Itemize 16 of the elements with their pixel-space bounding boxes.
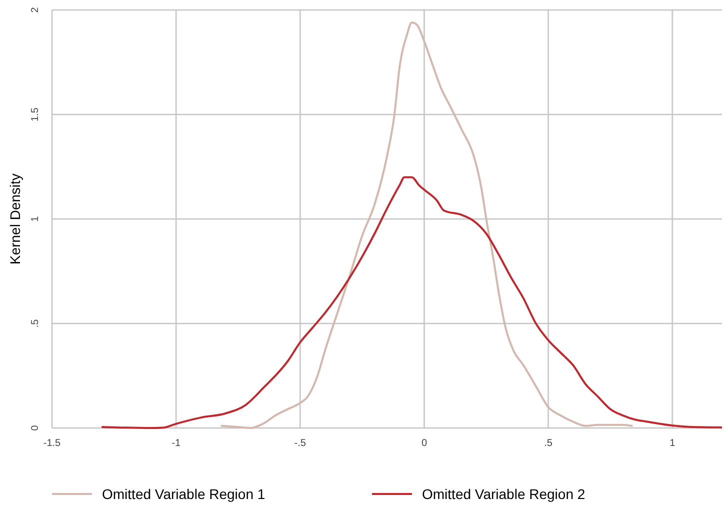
x-tick-label: -1.5 — [43, 438, 62, 449]
x-tick-label: -1 — [172, 438, 181, 449]
line-series — [220, 22, 634, 429]
y-tick-label: 0 — [30, 424, 41, 431]
y-tick-label: 1.5 — [30, 107, 41, 122]
x-tick-label: -.5 — [294, 438, 306, 449]
x-tick-label: 1 — [670, 438, 676, 449]
y-tick-label: 1 — [30, 216, 41, 222]
line-series — [100, 176, 723, 429]
legend-label: Omitted Variable Region 1 — [102, 486, 266, 502]
legend-label: Omitted Variable Region 2 — [422, 486, 586, 502]
y-tick-label: .5 — [30, 318, 41, 328]
y-axis-title: Kernel Density — [7, 173, 23, 265]
x-tick-label: .5 — [544, 438, 553, 449]
x-tick-label: 0 — [421, 438, 428, 449]
y-tick-label: 2 — [30, 6, 41, 13]
